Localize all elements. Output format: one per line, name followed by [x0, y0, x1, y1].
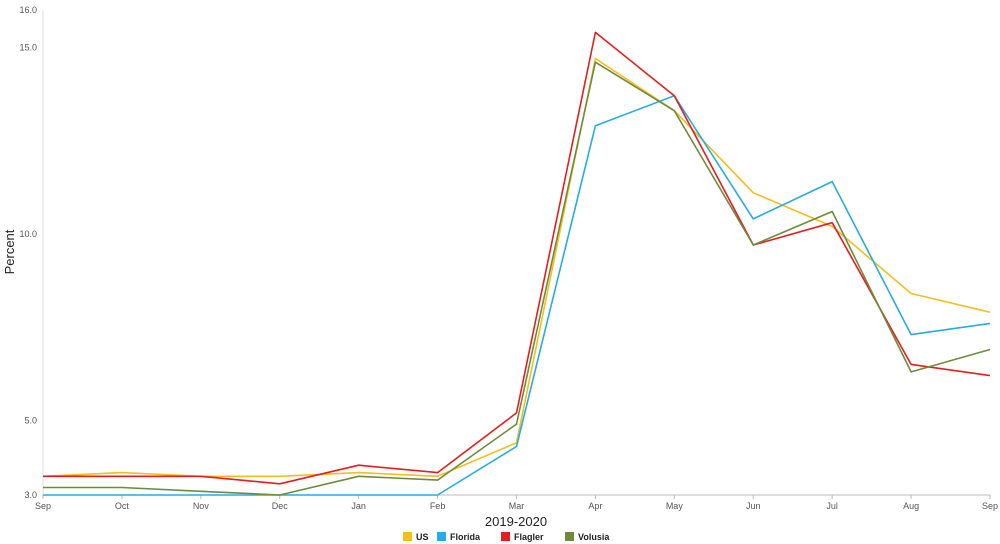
y-tick-label: 16.0 — [19, 5, 37, 15]
x-tick-label: May — [666, 501, 684, 511]
x-axis-title: 2019-2020 — [485, 514, 547, 529]
series-line-volusia — [43, 61, 991, 496]
legend-label-us: US — [416, 532, 429, 542]
y-tick-label: 5.0 — [24, 415, 37, 425]
legend-swatch-volusia — [565, 532, 574, 541]
legend-swatch-florida — [437, 532, 446, 541]
series-lines — [42, 31, 991, 496]
x-tick-label: Mar — [509, 501, 525, 511]
x-tick-label: Aug — [903, 501, 919, 511]
y-tick-label: 3.0 — [24, 490, 37, 500]
legend-label-flagler: Flagler — [514, 532, 544, 542]
x-tick-label: Oct — [115, 501, 130, 511]
legend-swatch-flagler — [501, 532, 510, 541]
x-axis-ticks: Sep Oct Nov Dec Jan Feb Mar Apr May Jun Jul Aug Sep — [35, 495, 998, 511]
y-tick-label: 10.0 — [19, 229, 37, 239]
y-axis-ticks: 3.0 5.0 10.0 15.0 16.0 — [19, 5, 37, 500]
x-tick-label: Feb — [430, 501, 446, 511]
x-tick-label: Nov — [193, 501, 210, 511]
y-tick-label: 15.0 — [19, 42, 37, 52]
legend-label-florida: Florida — [450, 532, 481, 542]
x-tick-label: Jan — [351, 501, 366, 511]
x-tick-label: Jul — [826, 501, 838, 511]
x-tick-label: Jun — [746, 501, 761, 511]
y-axis-title: Percent — [2, 229, 17, 274]
x-tick-label: Apr — [588, 501, 602, 511]
legend-label-volusia: Volusia — [578, 532, 610, 542]
series-line-flagler — [43, 31, 991, 485]
legend: US Florida Flagler Volusia — [403, 532, 610, 542]
series-line-florida — [43, 95, 991, 496]
x-tick-label: Dec — [272, 501, 289, 511]
x-tick-label: Sep — [35, 501, 51, 511]
legend-swatch-us — [403, 532, 412, 541]
x-tick-label: Sep — [982, 501, 998, 511]
